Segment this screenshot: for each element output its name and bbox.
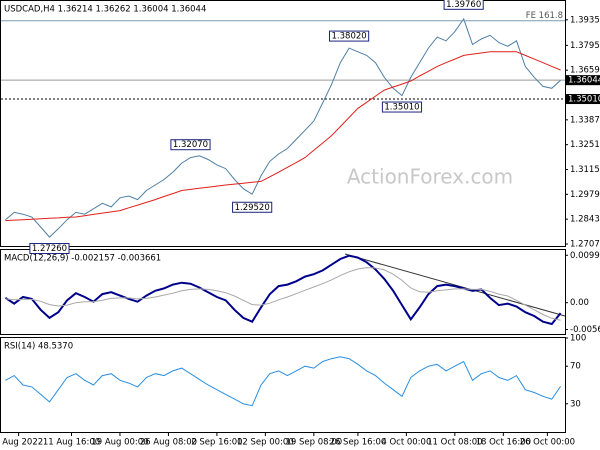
annotation-label: 1.29520 [235, 203, 270, 213]
y-tick-label: 1.29790 [570, 190, 600, 200]
annotation-box [170, 139, 211, 151]
series-line [5, 17, 561, 238]
y-tick-label: 0.009991 [570, 251, 600, 261]
annotation-label: 1.35010 [384, 103, 419, 113]
x-tick-label: 2 Sep 16:00 [191, 438, 242, 448]
panel-title: RSI(14) 48.5370 [4, 342, 73, 352]
price-panel [0, 0, 566, 247]
macd-panel [0, 249, 566, 335]
annotation-label: 1.27260 [32, 244, 67, 254]
y-tick-label: 1.32510 [570, 140, 600, 150]
y-tick-label: 1.31150 [570, 165, 600, 175]
x-tick-label: 26 Sep 16:00 [330, 438, 387, 448]
y-tick-label: 1.36590 [570, 66, 600, 76]
panel-title: USDCAD,H4 1.36214 1.36262 1.36004 1.3604… [4, 5, 206, 15]
x-tick-label: 4 Aug 2022 [0, 438, 43, 448]
x-tick-label: 19 Aug 00:00 [91, 438, 148, 448]
x-tick-label: 26 Oct 00:00 [520, 438, 575, 448]
price-marker-box [566, 75, 600, 86]
x-tick-label: 11 Aug 16:00 [43, 438, 100, 448]
x-tick-label: 12 Sep 00:00 [237, 438, 294, 448]
rsi-panel [0, 337, 566, 433]
price-marker-label: 1.36044 [568, 76, 600, 86]
y-tick-label: 1.28430 [570, 215, 600, 225]
y-tick-label: 1.27070 [570, 239, 600, 249]
x-tick-label: 26 Aug 08:00 [140, 438, 197, 448]
y-tick-label: -0.005651 [570, 325, 600, 335]
annotation-box [443, 0, 484, 10]
price-marker-box [566, 94, 600, 105]
y-tick-label: 0.00 [570, 298, 589, 308]
y-tick-label: 1.33870 [570, 115, 600, 125]
annotation-box [29, 243, 70, 255]
series-line [5, 267, 561, 321]
y-tick-label: 70 [570, 362, 581, 372]
annotation-label: 1.39760 [446, 0, 481, 10]
price-marker-label: 1.35010 [568, 95, 600, 105]
y-tick-label: 1.37950 [570, 41, 600, 51]
x-tick-label: 4 Oct 00:00 [381, 438, 431, 448]
fib-label: FE 161.8 [526, 11, 563, 21]
y-tick-label: 30 [570, 399, 581, 409]
x-tick-label: 11 Oct 08:00 [427, 438, 482, 448]
y-tick-label: 100 [570, 334, 586, 344]
x-tick-label: 18 Oct 16:00 [476, 438, 531, 448]
panel-title: MACD(12,26,9) -0.002157 -0.003661 [4, 254, 161, 264]
annotation-box [329, 30, 370, 42]
annotation-label: 1.38020 [332, 32, 367, 42]
trend-line [344, 253, 566, 317]
y-tick-label: 1.39350 [570, 15, 600, 25]
series-line [5, 356, 562, 407]
series-line [5, 51, 561, 222]
annotation-label: 1.32070 [173, 140, 208, 150]
annotation-box [381, 101, 423, 113]
watermark: ActionForex.com [347, 165, 513, 189]
x-tick-label: 19 Sep 08:00 [285, 438, 342, 448]
annotation-box [232, 201, 273, 213]
